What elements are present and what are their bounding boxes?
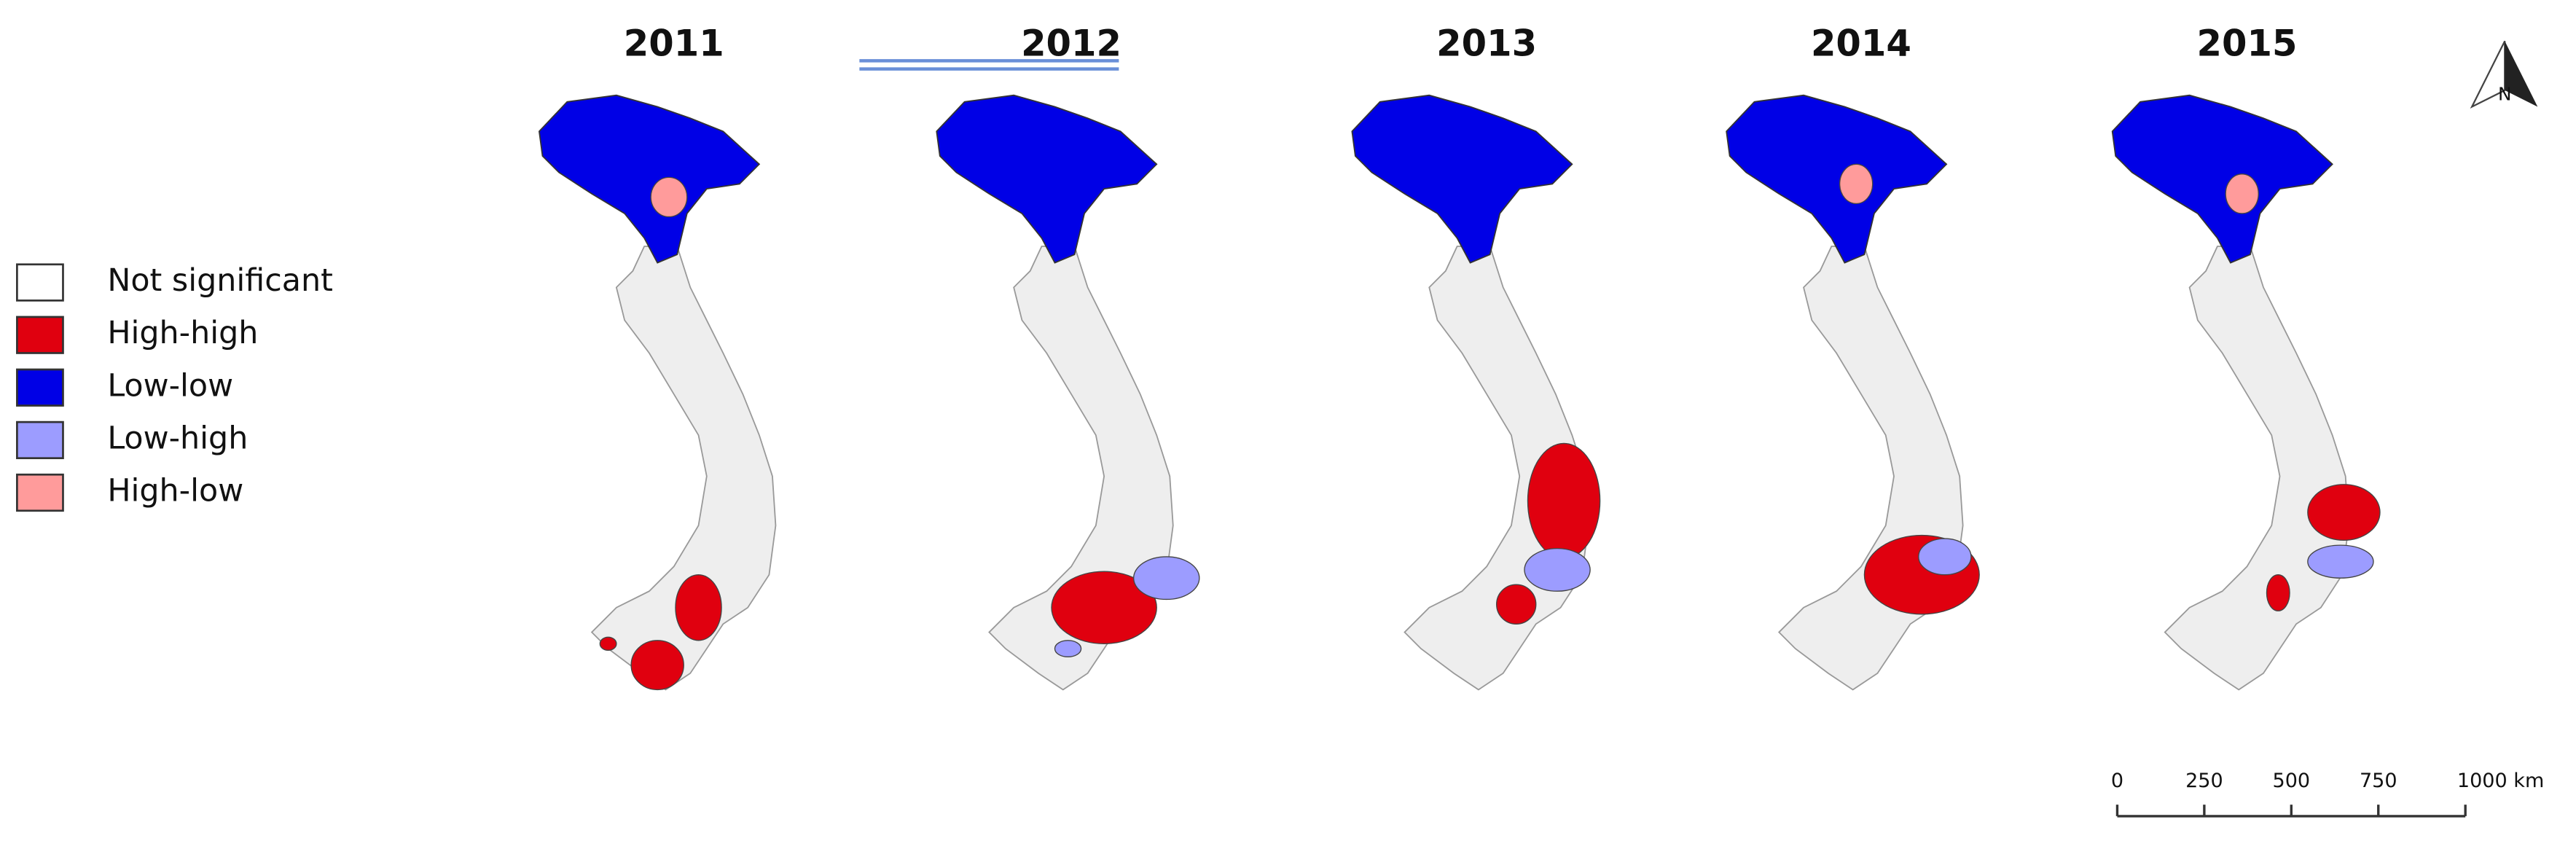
region xyxy=(1051,571,1157,645)
panel-title: 2015 xyxy=(2197,23,2298,65)
scale-label: 1000 km xyxy=(2457,770,2544,792)
scale-label: 750 xyxy=(2360,770,2397,792)
region xyxy=(630,640,684,691)
panel-title: 2014 xyxy=(1811,23,1911,65)
region xyxy=(1527,442,1601,559)
region xyxy=(1918,538,1972,576)
scale-label: 500 xyxy=(2273,770,2311,792)
region xyxy=(1524,547,1591,592)
legend-swatch xyxy=(16,263,64,302)
map-panel: 2013 xyxy=(1351,23,1601,691)
region-low-low xyxy=(2111,94,2333,264)
region xyxy=(675,574,722,641)
legend-swatch xyxy=(16,368,64,407)
map-panel: 2014 xyxy=(1726,23,1980,691)
region-low-low xyxy=(1351,94,1573,264)
map-panel: 2015 xyxy=(2111,23,2381,691)
legend-label: Not significant xyxy=(107,262,333,299)
legend-label: Low-low xyxy=(107,367,233,404)
scale-label: 250 xyxy=(2185,770,2223,792)
panel-title: 2011 xyxy=(624,23,724,65)
region-low-low xyxy=(539,94,761,264)
region xyxy=(1054,640,1082,658)
land xyxy=(2164,246,2350,691)
region xyxy=(650,176,688,218)
region xyxy=(1133,556,1200,600)
region xyxy=(2225,173,2259,214)
map-panel: 2012 xyxy=(936,23,1200,691)
region xyxy=(1496,584,1537,625)
scale-label: 0 xyxy=(2111,770,2123,792)
region xyxy=(1839,163,1874,205)
legend-swatch xyxy=(16,473,64,512)
region-low-low xyxy=(936,94,1158,264)
region-low-low xyxy=(1726,94,1948,264)
legend-label: High-high xyxy=(107,315,258,351)
north-label: N xyxy=(2498,84,2512,105)
region xyxy=(599,636,617,652)
legend-swatch xyxy=(16,420,64,460)
legend-swatch xyxy=(16,316,64,354)
panel-title: 2013 xyxy=(1436,23,1537,65)
panel-title: 2012 xyxy=(1021,23,1121,65)
map-panel: 2011 xyxy=(539,23,777,691)
region xyxy=(2307,484,2381,541)
region xyxy=(2266,574,2290,611)
region xyxy=(2307,544,2374,579)
land xyxy=(1777,246,1964,691)
legend-label: High-low xyxy=(107,473,243,509)
north-arrow: N xyxy=(2470,40,2538,109)
legend-label: Low-high xyxy=(107,420,248,456)
